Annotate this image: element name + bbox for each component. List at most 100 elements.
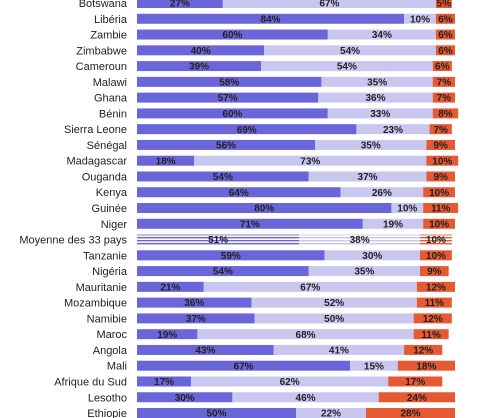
bar-kenya-segment-3: [423, 187, 455, 198]
value-label-mauritanie-segment-1: 21%: [160, 282, 180, 293]
bar-lesotho-segment-1: [137, 392, 233, 403]
bar-madagascar-segment-1: [137, 155, 195, 166]
value-label-sierra-leone-segment-2: 23%: [383, 125, 403, 136]
value-label-senegal-segment-1: 56%: [216, 141, 236, 152]
value-label-malawi-segment-1: 58%: [219, 77, 239, 88]
bar-maroc-segment-3: [413, 329, 449, 340]
bar-ethiopie-segment-3: [365, 408, 455, 418]
bar-tanzanie-segment-1: [137, 250, 325, 261]
bar-tanzanie-segment-2: [324, 250, 421, 261]
bars: [137, 0, 459, 418]
bar-zimbabwe-segment-3: [435, 45, 455, 56]
category-label-malawi: Malawi: [93, 77, 127, 89]
bar-zambie-segment-2: [327, 29, 436, 40]
value-label-moyenne-des-33-pays-segment-2: 38%: [350, 235, 370, 246]
category-label-cameroun: Cameroun: [76, 61, 127, 73]
category-label-madagascar: Madagascar: [66, 156, 127, 168]
bar-angola-segment-1: [137, 344, 274, 355]
value-label-afrique-du-sud-segment-1: 17%: [154, 377, 174, 388]
value-label-benin-segment-2: 33%: [370, 109, 390, 120]
bar-sierra-leone-segment-1: [137, 124, 357, 135]
value-label-maroc-segment-1: 19%: [157, 330, 177, 341]
bar-ethiopie-segment-2: [296, 408, 366, 418]
value-label-sierra-leone-segment-3: 7%: [433, 125, 448, 136]
bar-maroc-segment-1: [137, 329, 198, 340]
value-label-malawi-segment-2: 35%: [367, 77, 387, 88]
value-label-ethiopie-segment-1: 50%: [206, 409, 226, 418]
value-label-kenya-segment-3: 10%: [429, 188, 449, 199]
value-label-tanzanie-segment-3: 10%: [426, 251, 446, 262]
bar-namibie-segment-1: [137, 313, 255, 324]
value-label-ouganda-segment-1: 54%: [213, 172, 233, 183]
category-label-benin: Bénin: [99, 108, 127, 120]
bar-mozambique-segment-2: [251, 297, 417, 308]
bar-cameroun-segment-3: [432, 61, 452, 72]
category-label-angola: Angola: [93, 345, 128, 357]
value-label-tanzanie-segment-2: 30%: [362, 251, 382, 262]
category-label-lesotho: Lesotho: [88, 392, 127, 404]
category-label-zambie: Zambie: [90, 30, 127, 42]
bar-madagascar-segment-2: [194, 155, 427, 166]
category-label-kenya: Kenya: [96, 187, 128, 199]
bar-guinee-segment-3: [423, 203, 459, 214]
value-label-mali-segment-2: 15%: [364, 361, 384, 372]
bar-zambie-segment-1: [137, 29, 328, 40]
value-label-cameroun-segment-1: 39%: [189, 62, 209, 73]
value-label-mauritanie-segment-3: 12%: [426, 282, 446, 293]
category-label-mauritanie: Mauritanie: [76, 282, 127, 294]
value-label-zimbabwe-segment-1: 40%: [191, 46, 211, 57]
category-label-tanzanie: Tanzanie: [83, 250, 127, 262]
bar-sierra-leone-segment-3: [429, 124, 452, 135]
bar-kenya-segment-1: [137, 187, 341, 198]
bar-lesotho-segment-3: [378, 392, 455, 403]
bar-ghana-segment-2: [318, 92, 433, 103]
bar-cameroun-segment-1: [137, 61, 262, 72]
bar-ethiopie-segment-1: [137, 408, 296, 418]
value-label-maroc-segment-2: 68%: [296, 330, 316, 341]
value-label-madagascar-segment-3: 10%: [432, 156, 452, 167]
bar-madagascar-segment-3: [426, 155, 459, 166]
value-label-niger-segment-3: 10%: [429, 219, 449, 230]
category-label-nigeria: Nigéria: [92, 266, 128, 278]
bar-ouganda-segment-2: [308, 171, 427, 182]
value-label-sierra-leone-segment-1: 69%: [237, 125, 257, 136]
bar-moyenne-des-33-pays-segment-1: [137, 234, 300, 245]
bar-kenya-segment-2: [340, 187, 424, 198]
value-label-nigeria-segment-3: 9%: [427, 267, 442, 278]
value-label-nigeria-segment-2: 35%: [354, 267, 374, 278]
value-label-guinee-segment-1: 80%: [254, 204, 274, 215]
bar-zimbabwe-segment-2: [264, 45, 436, 56]
bar-moyenne-des-33-pays-segment-3: [420, 234, 452, 245]
bar-senegal-segment-2: [315, 139, 427, 150]
bar-malawi-segment-3: [432, 76, 455, 87]
category-label-zimbabwe: Zimbabwe: [76, 45, 127, 57]
value-label-namibie-segment-2: 50%: [324, 314, 344, 325]
bar-namibie-segment-2: [254, 313, 414, 324]
category-label-ghana: Ghana: [94, 93, 128, 105]
bar-nigeria-segment-2: [308, 266, 421, 277]
bar-afrique-du-sud-segment-3: [388, 376, 443, 387]
category-label-mali: Mali: [107, 361, 127, 373]
value-label-zambie-segment-1: 60%: [222, 30, 242, 41]
value-label-nigeria-segment-1: 54%: [213, 267, 233, 278]
bar-afrique-du-sud-segment-1: [137, 376, 192, 387]
bar-ouganda-segment-1: [137, 171, 309, 182]
value-label-afrique-du-sud-segment-2: 62%: [280, 377, 300, 388]
value-label-ghana-segment-2: 36%: [365, 93, 385, 104]
value-label-guinee-segment-2: 10%: [397, 204, 417, 215]
value-label-angola-segment-3: 12%: [413, 346, 433, 357]
bar-mauritanie-segment-2: [203, 281, 417, 292]
bar-tanzanie-segment-3: [420, 250, 452, 261]
bar-mauritanie-segment-3: [416, 281, 455, 292]
bar-ghana-segment-1: [137, 92, 319, 103]
bar-zambie-segment-3: [435, 29, 455, 40]
value-label-zimbabwe-segment-2: 54%: [340, 46, 360, 57]
value-label-botswana-segment-3: 5%: [437, 0, 452, 10]
value-label-liberia-segment-2: 10%: [410, 14, 430, 25]
bar-mali-segment-2: [350, 360, 398, 371]
bar-guinee-segment-1: [137, 203, 392, 214]
value-label-malawi-segment-3: 7%: [437, 77, 452, 88]
bar-mozambique-segment-3: [416, 297, 452, 308]
value-label-mozambique-segment-3: 11%: [425, 298, 445, 309]
value-label-madagascar-segment-1: 18%: [156, 156, 176, 167]
